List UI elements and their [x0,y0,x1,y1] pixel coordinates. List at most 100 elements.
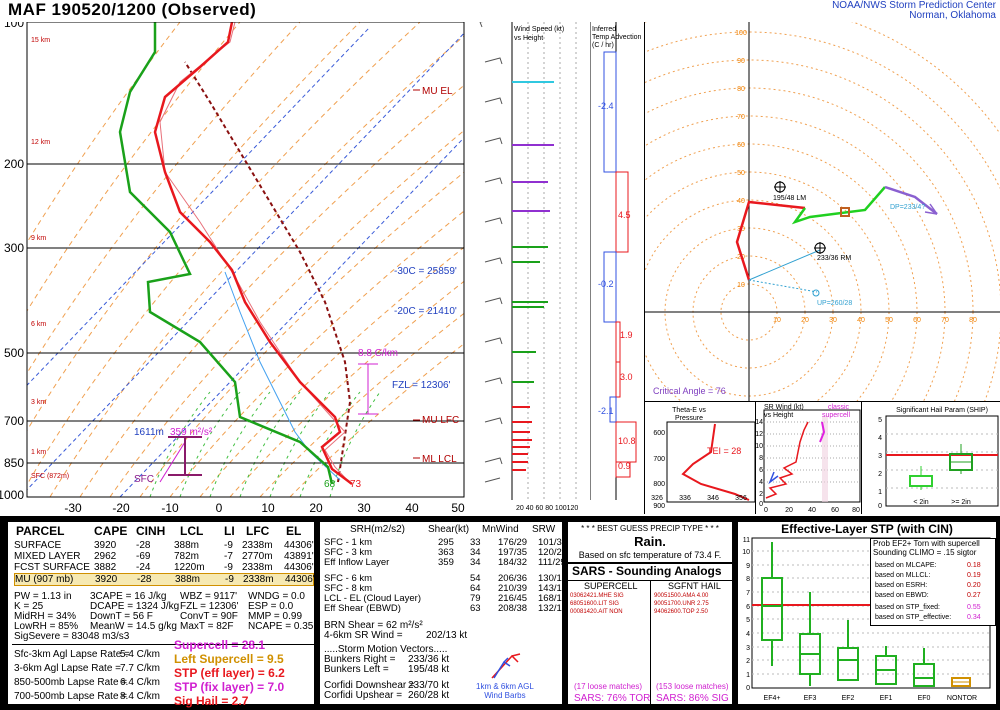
srw-x-label: 80 [852,507,860,514]
thermo-val: DCAPE = 1324 J/kg [90,601,180,612]
stp-based-value: 0.55 [967,604,981,611]
kin-cell: 210/39 [498,583,528,594]
kin-cell: 184/32 [498,557,528,568]
org-line2: Norman, Oklahoma [909,10,996,21]
fzl-label: FZL = 12306' [392,380,451,391]
stp-x-label: EF1 [880,695,893,702]
brn-shear: BRN Shear = 62 m²/s² [324,620,423,631]
kin-row: SFC - 1 km 295 33 176/29 101/31 [324,538,567,548]
parcel-row: SURFACE 3920 -28 388m -9 2338m 44306' [14,540,314,551]
hodo-up: UP=260/28 [817,300,852,307]
station-title: MAF 190520/1200 (Observed) [8,0,257,19]
hodo-ring: 80 [737,86,745,93]
kin-cell: 168/15 [538,593,568,604]
h-label: 3 km [31,399,46,406]
srw-y-label: 6 [759,467,763,474]
parcel-cell: 2962 [94,551,117,562]
thermo-val: MeanW = 14.5 g/kg [90,621,177,632]
t-label: -10 [161,501,179,514]
dry-adiabats [27,22,464,497]
lapse-label: 700-500mb Lapse Rate = [14,691,128,702]
thermo-val: MidRH = 34% [14,611,76,622]
t-label: -30 [64,501,82,514]
corfidi-up-val: 260/28 kt [408,690,450,701]
thermo-val: WBZ = 9117' [180,591,238,602]
stp-based-label: based on EBWD: [875,592,929,599]
te-title-1: Theta-E vs [672,407,706,414]
p-label: 300 [4,241,24,255]
parcel-hdr: CINH [136,524,166,538]
ta-title-3: (C / hr) [592,42,614,49]
pressure-labels: 100 200 300 500 700 850 1000 [0,22,24,502]
sars-matches-left: (17 loose matches) [574,682,643,691]
srw-y-label: 8 [759,455,763,462]
hodo-trace-red [735,200,806,281]
stp-based-value: 0.20 [967,582,981,589]
parcel-panel: PARCEL CAPE CINH LCL LI LFC EL SURFACE 39… [6,520,316,708]
kin-cell: 216/45 [498,593,528,604]
kin-row: Eff Shear (EBWD) 63 208/38 132/16 [324,604,567,614]
stp-y-label: 0 [746,685,750,692]
p-label: 500 [4,346,24,360]
sars-hail-item: 94062600.TOP 2.50 [654,609,708,615]
stp-based-label: based on MLCAPE: [875,562,937,569]
parcel-row: MU (907 mb) 3920 -28 388m -9 2338m 44306' [14,573,315,586]
barbs-label-1: 1km & 6km AGL [476,682,534,691]
ship-title: Significant Hail Param (SHIP) [896,407,988,414]
te-p-label: 600 [653,430,665,437]
stp-based-value: 0.19 [967,572,981,579]
temp-advection-panel: Inferred Temp Advection (C / hr) -2.4 4.… [589,22,644,514]
thermo-val: K = 25 [14,601,44,612]
lapse-label: 3-6km Agl Lapse Rate = [14,663,122,674]
left-supercell-value: Left Supercell = 9.5 [174,652,284,666]
org-label: NOAA/NWS Storm Prediction Center Norman,… [832,1,996,21]
hodo-ring: 100 [735,30,747,37]
agl-wind-barbs [491,653,521,679]
parcel-cell: SURFACE [14,540,62,551]
te-p-label: 900 [653,503,665,510]
parcel-hdr: LI [224,524,235,538]
sr-wind-panel: SR Wind (kt) vs Height classic supercell… [756,402,862,514]
kin-cell: Eff Inflow Layer [324,557,390,568]
kin-cell: 34 [470,547,481,558]
theta-e-panel: Theta-E vs Pressure 600 700 800 900 326 … [644,402,756,514]
kin-row: LCL - EL (Cloud Layer) 79 216/45 168/15 [324,593,568,604]
parcel-cell: -69 [136,551,151,562]
stp-panel: Effective-Layer STP (with CIN) 11 1 [736,520,998,706]
stp-based-label: based on ESRH: [875,582,928,589]
parcel-cell: 782m [174,551,200,562]
thermo-val: DownT = 56 F [90,611,153,622]
stp-based-label: based on STP_fixed: [875,604,940,611]
sars-sig: SARS: 86% SIG [656,693,729,704]
parcel-cell: 2338m [242,540,273,551]
sars-matches-right: (153 loose matches) [656,682,729,691]
height-labels: 15 km 12 km 9 km 6 km 3 km 1 km SFC (872… [31,37,69,480]
lapse-rate-label: 8.8 C/km [358,348,398,359]
te-x-label: 336 [679,495,691,502]
hodo-axis: 10 [773,317,781,324]
h-label: SFC (872m) [31,473,69,480]
parcel-cell: 3920 [95,574,118,585]
sr-wind-46-val: 202/13 kt [426,630,468,641]
bottom-area: PARCEL CAPE CINH LCL LI LFC EL SURFACE 39… [0,516,1000,710]
stp-based-value: 0.27 [967,592,981,599]
ta-value: 3.0 [620,372,633,382]
hodo-ring: 40 [737,198,745,205]
lapse-value: 6.4 C/km [120,677,161,688]
parcel-cell: MIXED LAYER [14,551,81,562]
stp-x-label: EF4+ [764,695,781,702]
h-label: 6 km [31,321,46,328]
parcel-cell: 3920 [94,540,117,551]
srw-title-1: SR Wind (kt) [764,404,804,411]
hodo-trace-purple [884,185,938,215]
hodo-axis: 50 [885,317,893,324]
ta-value: 1.9 [620,330,633,340]
temp-labels: -30 -20 -10 0 10 20 30 40 50 [64,501,465,514]
ta-title-2: Temp Advection [592,34,642,41]
parcel-cell: 44306' [284,562,314,573]
stp-y-label: 6 [746,604,750,611]
parcel-cell: 388m [174,540,200,551]
kin-cell: 206/36 [498,573,528,584]
ta-value: 10.8 [618,436,636,446]
hodo-ring: 60 [737,142,745,149]
